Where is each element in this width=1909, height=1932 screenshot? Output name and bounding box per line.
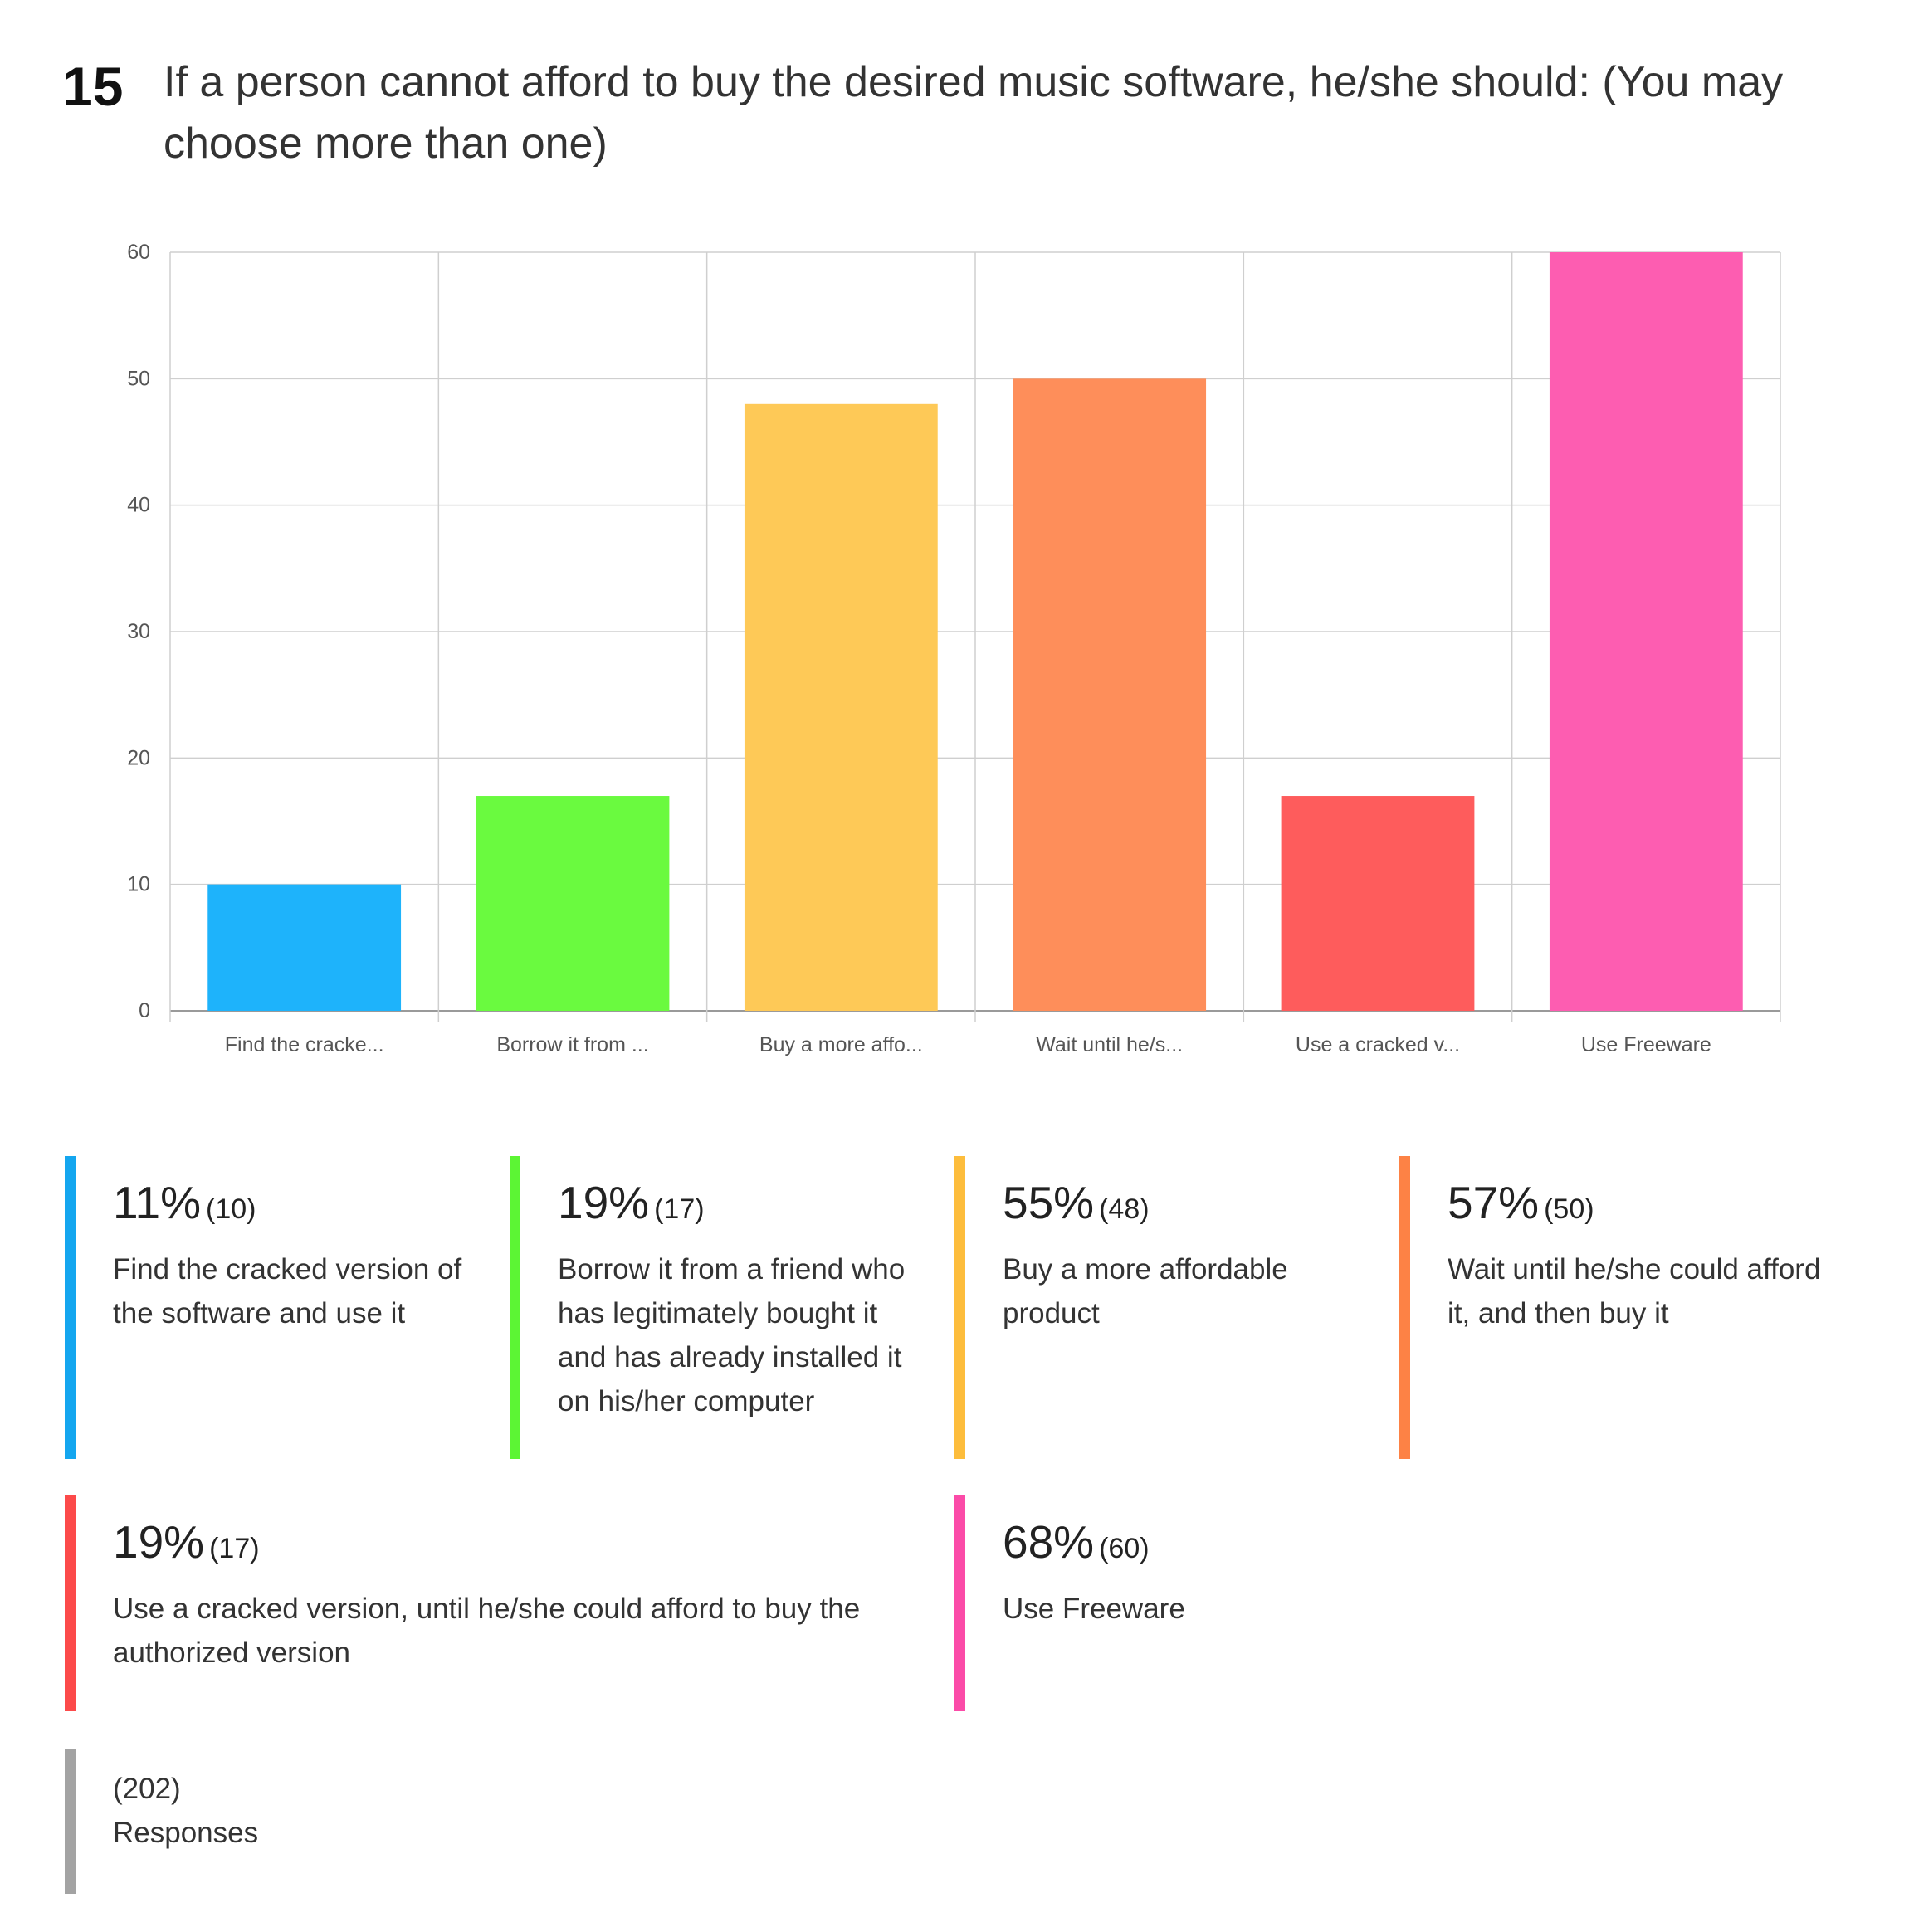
legend-percent-row: 68% (60): [1003, 1515, 1150, 1569]
legend-color-bar: [65, 1495, 76, 1711]
legend-count: (48): [1099, 1193, 1150, 1225]
legend-item-wait: 57% (50) Wait until he/she could afford i…: [1399, 1156, 1831, 1459]
legend-count: (50): [1544, 1193, 1594, 1225]
y-tick-label: 10: [127, 873, 150, 896]
responses-label: Responses: [113, 1817, 259, 1849]
responses-summary: (202) Responses: [65, 1749, 496, 1894]
legend-percent: 55%: [1003, 1177, 1095, 1228]
question-title: If a person cannot afford to buy the des…: [164, 58, 1784, 168]
legend-item-borrow: 19% (17) Borrow it from a friend who has …: [510, 1156, 941, 1459]
legend-percent-row: 19% (17): [558, 1176, 705, 1229]
bar-2: [476, 796, 670, 1011]
legend-percent: 68%: [1003, 1516, 1095, 1568]
legend-label: Borrow it from a friend who has legitima…: [558, 1253, 906, 1417]
x-category-label: Borrow it from ...: [496, 1033, 648, 1056]
y-tick-label: 60: [127, 241, 150, 264]
x-category-label: Wait until he/s...: [1036, 1033, 1183, 1056]
legend-label: Find the cracked version of the software…: [113, 1253, 462, 1329]
bar-6: [1549, 252, 1743, 1011]
legend-percent: 11%: [113, 1177, 201, 1228]
legend-count: (10): [206, 1193, 256, 1225]
responses-count: (202): [113, 1773, 181, 1805]
question-number: 15: [62, 56, 124, 117]
legend-label: Use a cracked version, until he/she coul…: [113, 1593, 861, 1669]
y-tick-label: 0: [139, 999, 150, 1022]
legend-color-bar: [65, 1156, 76, 1459]
legend-color-bar: [1399, 1156, 1410, 1459]
legend-count: (17): [209, 1533, 260, 1564]
legend-item-freeware: 68% (60) Use Freeware: [954, 1495, 1386, 1711]
y-tick-label: 30: [127, 620, 150, 643]
legend-color-bar: [510, 1156, 520, 1459]
legend-color-bar: [954, 1156, 965, 1459]
legend-percent-row: 11% (10): [113, 1176, 256, 1229]
bar-4: [1013, 378, 1207, 1011]
bar-chart: 0 10 20 30 40 50 60 Find the cracke... Borrow it…: [127, 241, 1781, 1056]
legend-item-use-cracked: 19% (17) Use a cracked version, until he/…: [65, 1495, 936, 1711]
x-category-label: Use Freeware: [1581, 1033, 1711, 1056]
legend-color-bar: [954, 1495, 965, 1711]
legend-item-buy-affordable: 55% (48) Buy a more affordable product: [954, 1156, 1386, 1459]
legend-percent: 57%: [1448, 1177, 1540, 1228]
legend-label: Wait until he/she could afford it, and t…: [1448, 1253, 1821, 1329]
legend-percent-row: 55% (48): [1003, 1176, 1150, 1229]
legend-percent-row: 57% (50): [1448, 1176, 1594, 1229]
legend-label: Buy a more affordable product: [1003, 1253, 1288, 1329]
y-tick-label: 50: [127, 367, 150, 390]
y-tick-label: 20: [127, 746, 150, 769]
legend-count: (60): [1099, 1533, 1150, 1564]
legend-item-find-cracked: 11% (10) Find the cracked version of the …: [65, 1156, 496, 1459]
x-category-label: Use a cracked v...: [1296, 1033, 1460, 1056]
x-category-label: Buy a more affo...: [759, 1033, 923, 1056]
responses-color-bar: [65, 1749, 76, 1894]
legend-percent: 19%: [113, 1516, 205, 1568]
y-tick-label: 40: [127, 494, 150, 517]
bar-3: [744, 403, 938, 1011]
bar-5: [1281, 796, 1475, 1011]
bar-1: [208, 884, 402, 1011]
x-category-label: Find the cracke...: [225, 1033, 384, 1056]
legend-label: Use Freeware: [1003, 1593, 1185, 1625]
legend-percent: 19%: [558, 1177, 650, 1228]
legend-percent-row: 19% (17): [113, 1515, 260, 1569]
legend-count: (17): [654, 1193, 705, 1225]
